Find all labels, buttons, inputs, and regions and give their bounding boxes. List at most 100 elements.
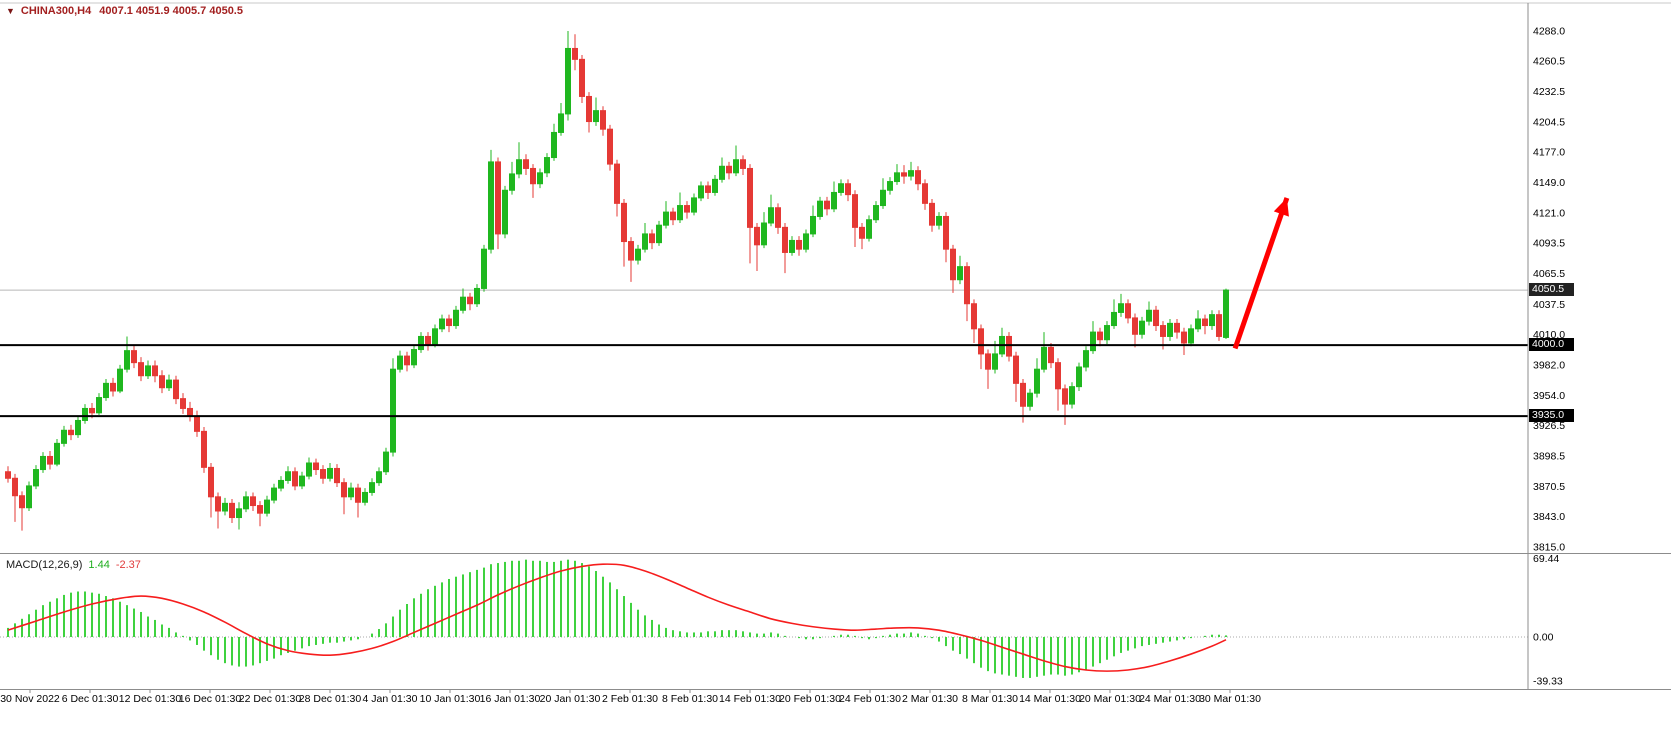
macd-axis-label: -39.33 — [1533, 676, 1563, 688]
candle — [719, 157, 725, 183]
candle — [26, 481, 32, 511]
time-axis-label: 8 Feb 01:30 — [662, 693, 718, 705]
macd-signal-value: -2.37 — [115, 559, 141, 571]
candle — [110, 377, 116, 397]
candle — [264, 495, 270, 517]
candle — [1153, 305, 1159, 331]
candle — [978, 324, 984, 370]
candle — [201, 427, 207, 473]
macd-histogram-layer — [7, 559, 1227, 678]
candle — [523, 154, 529, 175]
candle — [698, 181, 704, 202]
candle — [1090, 321, 1096, 354]
candle — [740, 155, 746, 175]
candle — [936, 212, 942, 230]
candle — [544, 153, 550, 178]
candle — [166, 374, 172, 391]
candle — [138, 357, 144, 382]
candle — [894, 164, 900, 185]
candle — [1062, 384, 1068, 425]
candle — [663, 201, 669, 229]
candle — [635, 244, 641, 265]
macd-name: MACD(12,26,9) — [6, 559, 83, 571]
candle — [901, 165, 907, 184]
candle — [453, 305, 459, 329]
candle — [943, 212, 949, 263]
candle — [411, 345, 417, 369]
time-axis-label: 4 Jan 01:30 — [363, 693, 418, 705]
candle — [558, 103, 564, 136]
candle — [229, 499, 235, 523]
candle — [47, 451, 53, 470]
price-axis-label: 4260.5 — [1533, 56, 1565, 68]
time-axis-label: 28 Dec 01:30 — [299, 693, 362, 705]
candle — [1069, 382, 1075, 409]
candle — [838, 179, 844, 196]
candle — [621, 199, 627, 267]
time-axis-label: 14 Feb 01:30 — [719, 693, 781, 705]
candle — [1181, 327, 1187, 355]
symbol-dropdown-icon[interactable]: ▼ — [6, 6, 15, 16]
candle — [439, 314, 445, 333]
candle — [124, 336, 130, 373]
price-axis-label: 3843.0 — [1533, 511, 1565, 523]
candle — [145, 360, 151, 379]
candle — [964, 262, 970, 322]
price-axis-label: 4177.0 — [1533, 147, 1565, 159]
candle — [628, 237, 634, 282]
candle — [705, 181, 711, 199]
candle — [103, 379, 109, 401]
candle — [747, 164, 753, 264]
candle — [75, 416, 81, 438]
candle — [131, 345, 137, 369]
candle — [1146, 301, 1152, 326]
candle — [1006, 332, 1012, 362]
macd-axis-label: 69.44 — [1533, 553, 1559, 565]
candle — [236, 502, 242, 530]
candle — [873, 201, 879, 223]
candle — [12, 473, 18, 522]
candle — [390, 358, 396, 457]
price-axis-label: 3870.5 — [1533, 481, 1565, 493]
candle — [1139, 316, 1145, 339]
candle — [726, 161, 732, 180]
candle — [432, 324, 438, 348]
candle — [341, 478, 347, 515]
candle — [460, 288, 466, 314]
candle — [565, 31, 571, 121]
ohlc-values: 4007.1 4051.9 4005.7 4050.5 — [99, 5, 243, 17]
candles-layer — [5, 31, 1229, 531]
candle — [250, 492, 256, 511]
candle — [817, 196, 823, 220]
price-axis-label: 4065.5 — [1533, 268, 1565, 280]
price-axis-label: 4288.0 — [1533, 26, 1565, 38]
candle — [803, 229, 809, 253]
candle — [5, 466, 11, 483]
trend-arrow[interactable] — [1232, 197, 1290, 350]
candle — [677, 192, 683, 223]
time-axis-label: 10 Jan 01:30 — [420, 693, 481, 705]
macd-axis: 69.44 0.00 -39.33 — [1533, 553, 1563, 688]
macd-indicator-label: MACD(12,26,9) 1.44 -2.37 — [6, 559, 141, 571]
candle — [1202, 314, 1208, 335]
candle — [586, 92, 592, 133]
candle — [691, 193, 697, 216]
candle — [1118, 293, 1124, 317]
candle — [775, 203, 781, 234]
candle — [929, 199, 935, 232]
candle — [922, 179, 928, 210]
candle — [516, 142, 522, 179]
candle — [418, 332, 424, 353]
hline-price-tag-4000: 4000.0 — [1529, 338, 1574, 351]
candle — [782, 223, 788, 274]
candle — [1097, 327, 1103, 347]
candle — [1041, 332, 1047, 373]
candle — [376, 467, 382, 486]
candle — [887, 177, 893, 195]
candle — [33, 465, 39, 490]
candle — [908, 161, 914, 181]
candle — [404, 351, 410, 372]
time-axis-label: 14 Mar 01:30 — [1019, 693, 1081, 705]
